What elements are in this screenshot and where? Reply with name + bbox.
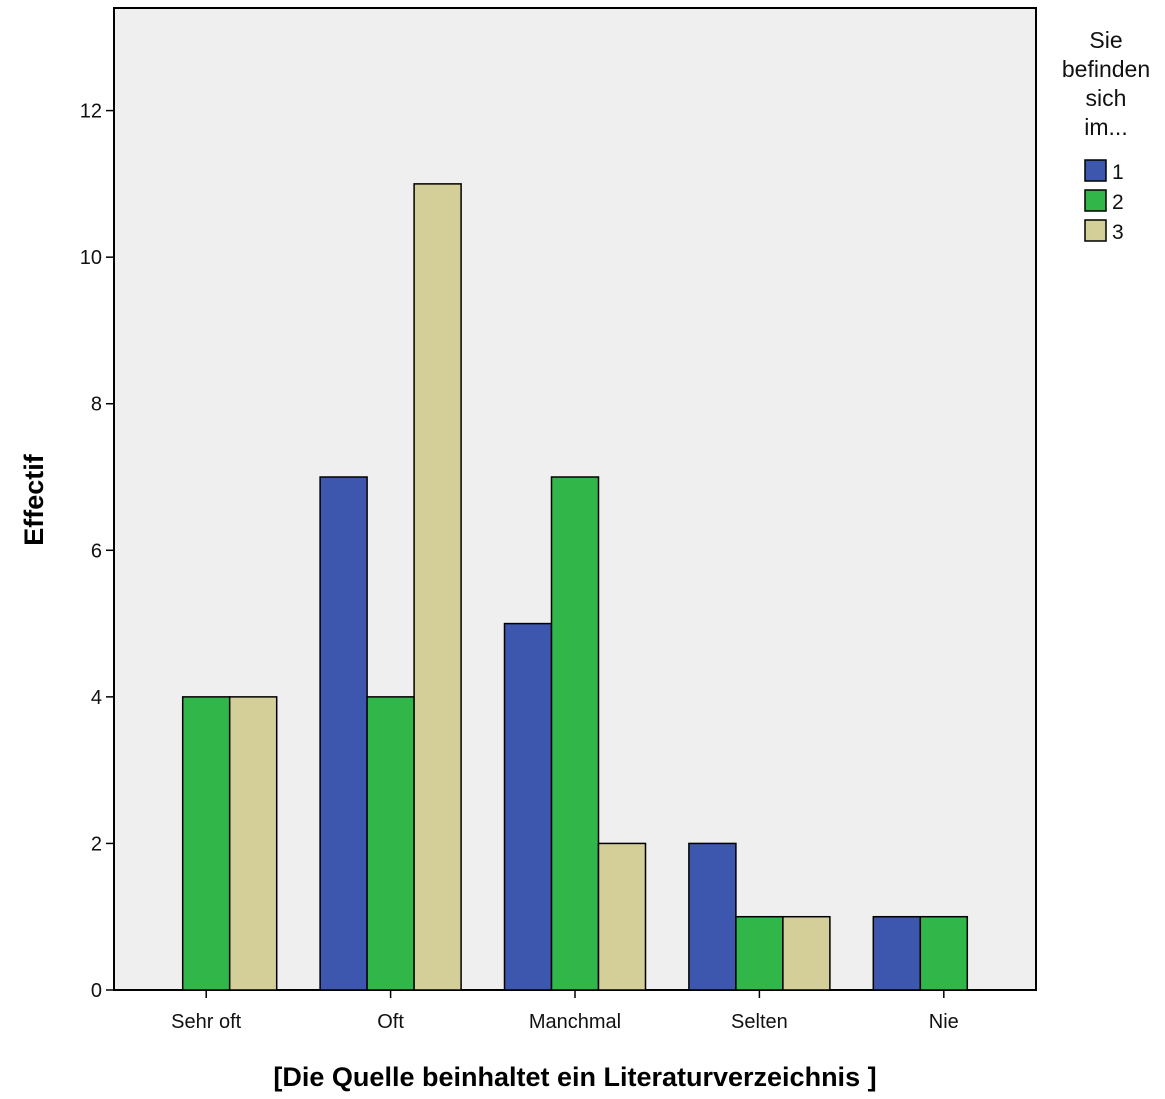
bar-series-1-3 <box>688 842 737 991</box>
y-tick-label: 8 <box>91 394 102 416</box>
y-axis-title: Effectif <box>19 453 49 546</box>
legend-swatch-2 <box>1084 189 1107 212</box>
bars <box>181 183 969 991</box>
legend-title-line: befinden <box>1062 56 1150 82</box>
bar-series-2-1 <box>366 696 415 991</box>
x-tick-label: Selten <box>731 1011 788 1033</box>
legend-label-1: 1 <box>1112 161 1124 184</box>
x-tick-label: Sehr oft <box>171 1011 241 1033</box>
legend-title-line: Sie <box>1089 27 1122 53</box>
legend-label-3: 3 <box>1112 221 1124 244</box>
x-tick-label: Nie <box>929 1011 959 1033</box>
legend-swatch-1 <box>1084 159 1107 182</box>
bar-series-2-0 <box>181 696 231 991</box>
bar-series-2-4 <box>919 915 969 991</box>
bar-series-2-3 <box>735 915 784 991</box>
bar-series-3-0 <box>228 696 278 991</box>
legend-swatch-3 <box>1084 219 1107 242</box>
legend-title-line: sich <box>1086 85 1127 111</box>
y-tick-label: 10 <box>80 247 102 269</box>
bar-series-3-3 <box>782 915 831 991</box>
bar-series-2-2 <box>550 476 600 991</box>
legend: Sie befinden sich im... 1 2 3 <box>1062 27 1150 244</box>
bar-series-1-1 <box>319 476 368 991</box>
x-axis-title: [Die Quelle beinhaltet ein Literaturverz… <box>273 1062 876 1092</box>
y-tick-label: 12 <box>80 101 102 123</box>
legend-label-2: 2 <box>1112 191 1124 214</box>
x-tick-label: Manchmal <box>529 1011 621 1033</box>
legend-title-line: im... <box>1084 114 1127 140</box>
y-tick-label: 4 <box>91 687 102 709</box>
bar-series-1-4 <box>872 915 922 991</box>
y-tick-label: 6 <box>91 540 102 562</box>
bar-series-3-2 <box>597 842 647 991</box>
y-tick-label: 0 <box>91 980 102 1002</box>
bar-series-1-2 <box>503 622 553 991</box>
y-tick-label: 2 <box>91 833 102 855</box>
bar-series-3-1 <box>413 183 462 991</box>
y-axis: 0 2 4 6 8 10 12 <box>80 101 114 1002</box>
x-axis: Sehr oft Oft Manchmal Selten Nie <box>171 990 959 1033</box>
x-tick-label: Oft <box>377 1011 404 1033</box>
